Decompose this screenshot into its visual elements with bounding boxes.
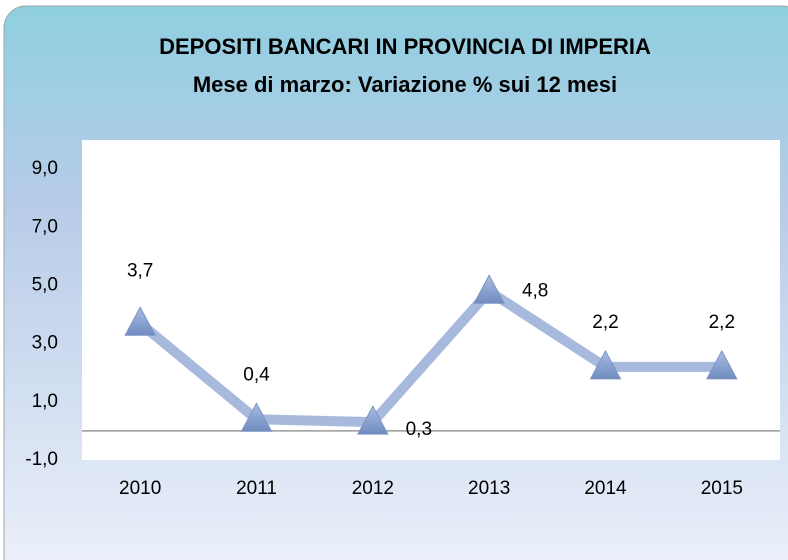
- x-tick-label: 2010: [119, 478, 161, 499]
- data-label: 0,4: [243, 364, 270, 385]
- y-tick-label: 1,0: [32, 391, 58, 412]
- y-tick-label: 7,0: [32, 216, 58, 237]
- y-tick-label: 9,0: [32, 158, 58, 179]
- chart-subtitle: Mese di marzo: Variazione % sui 12 mesi: [193, 72, 617, 97]
- y-tick-label: 3,0: [32, 333, 58, 354]
- data-label: 3,7: [127, 260, 153, 281]
- marker: [124, 306, 157, 336]
- marker: [356, 405, 389, 435]
- marker: [473, 274, 506, 304]
- marker: [589, 349, 622, 380]
- chart-title: DEPOSITI BANCARI IN PROVINCIA DI IMPERIA: [159, 34, 651, 59]
- marker: [240, 402, 273, 432]
- x-tick-label: 2012: [352, 478, 394, 499]
- x-tick-label: 2011: [236, 478, 277, 499]
- marker: [705, 349, 738, 380]
- x-tick-label: 2013: [468, 478, 510, 499]
- series-line: [136, 286, 722, 428]
- y-tick-label: 5,0: [32, 274, 58, 295]
- data-label: 2,2: [709, 312, 735, 333]
- data-label: 4,8: [522, 280, 548, 301]
- plot-area: [82, 140, 780, 460]
- x-tick-label: 2015: [701, 478, 743, 499]
- data-label: 0,3: [406, 419, 432, 440]
- x-tick-label: 2014: [584, 478, 627, 499]
- data-label: 2,2: [592, 312, 618, 333]
- y-tick-label: -1,0: [25, 449, 58, 470]
